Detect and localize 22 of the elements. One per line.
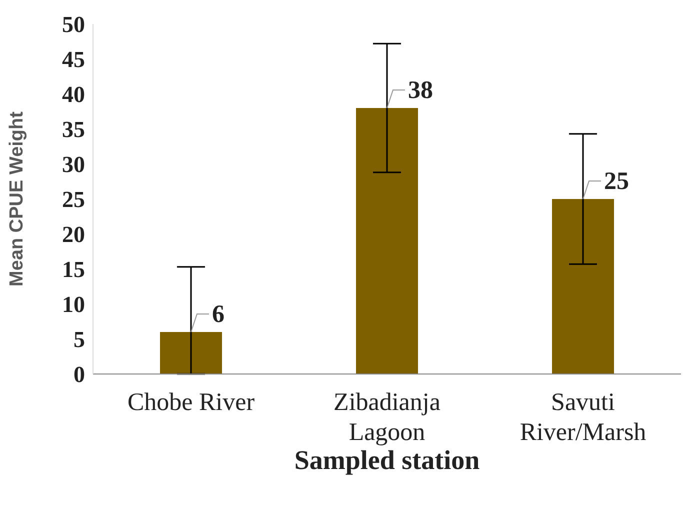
x-axis-title: Sampled station [294, 445, 480, 475]
y-tick-label: 45 [62, 47, 85, 72]
y-tick-label: 10 [62, 292, 85, 318]
x-tick-label: Zibadianja Lagoon [334, 389, 440, 446]
y-axis-title: Mean CPUE Weight [6, 110, 28, 286]
y-tick-label: 40 [62, 82, 85, 108]
y-tick-label: 5 [74, 327, 85, 352]
x-tick-label: Chobe River [127, 389, 256, 416]
bar [356, 108, 418, 374]
y-tick-label: 30 [62, 152, 85, 178]
data-label: 6 [212, 301, 224, 328]
data-label: 25 [604, 168, 629, 195]
y-tick-label: 35 [62, 117, 85, 142]
y-tick-label: 25 [62, 187, 85, 212]
y-tick-label: 20 [62, 222, 85, 248]
x-tick-label: Savuti River/Marsh [520, 389, 647, 446]
data-label: 38 [408, 77, 433, 104]
bar [552, 199, 614, 374]
bar [160, 332, 222, 374]
y-tick-label: 0 [74, 362, 85, 388]
y-tick-label: 15 [62, 257, 85, 282]
y-tick-label: 50 [62, 12, 85, 38]
